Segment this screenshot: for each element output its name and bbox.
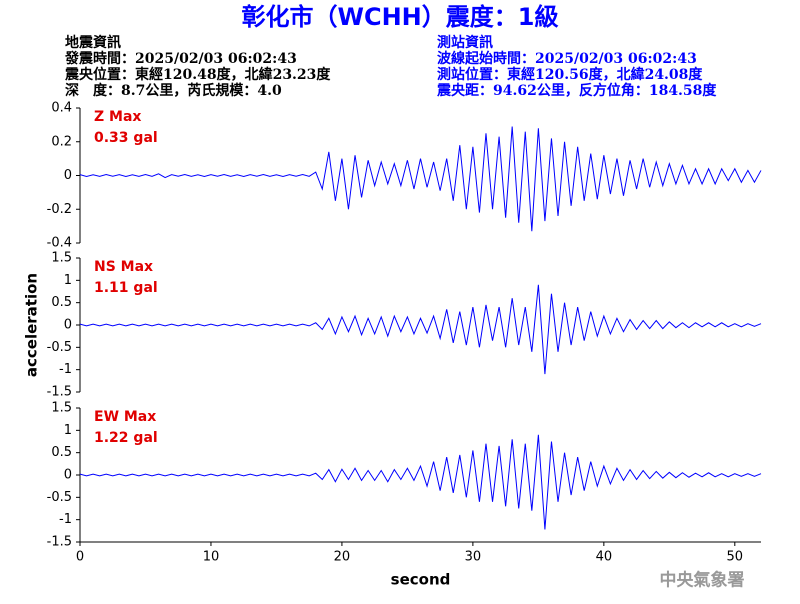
y-tick-label: -1.5 (47, 535, 72, 550)
x-tick-label: 40 (596, 550, 613, 565)
y-tick-label: 1 (64, 273, 72, 288)
y-tick-label: -1 (59, 512, 72, 527)
y-tick-label: 0.5 (51, 445, 72, 460)
y-tick-label: 1.5 (51, 251, 72, 266)
y-tick-label: -1 (59, 362, 72, 377)
panel-label: Z Max (94, 109, 141, 125)
info-line: 測站位置：東經120.56度，北緯24.08度 (437, 66, 703, 83)
max-label: 1.22 gal (94, 430, 158, 446)
info-line: 深 度：8.7公里，芮氏規模：4.0 (65, 82, 282, 99)
info-line: 震央距：94.62公里，反方位角：184.58度 (436, 82, 717, 99)
y-tick-label: 0.5 (51, 295, 72, 310)
waveform (79, 434, 762, 530)
y-tick-label: -0.5 (47, 340, 72, 355)
y-tick-label: -0.5 (47, 490, 72, 505)
footer: 中央氣象署 (660, 570, 745, 591)
y-tick-label: -0.4 (47, 236, 72, 251)
info-line: 震央位置：東經120.48度，北緯23.23度 (64, 66, 331, 83)
x-tick-label: 0 (76, 550, 84, 565)
info-line: 波線起始時間：2025/02/03 06:02:43 (437, 50, 697, 67)
x-tick-label: 20 (334, 550, 351, 565)
x-axis-label: second (391, 571, 451, 589)
waveform (79, 284, 762, 375)
y-tick-label: 0 (64, 168, 72, 183)
y-tick-label: 0.2 (51, 134, 72, 149)
x-tick-label: 10 (203, 550, 220, 565)
y-tick-label: 1 (64, 423, 72, 438)
y-tick-label: 0 (64, 468, 72, 483)
max-label: 1.11 gal (94, 280, 158, 296)
y-tick-label: -0.2 (47, 202, 72, 217)
info-line: 地震資訊 (65, 34, 121, 51)
y-tick-label: 0.4 (51, 101, 72, 116)
max-label: 0.33 gal (94, 130, 158, 146)
info-line: 測站資訊 (437, 34, 493, 51)
y-tick-label: 1.5 (51, 401, 72, 416)
panel-label: EW Max (94, 409, 156, 425)
x-tick-label: 30 (465, 550, 482, 565)
chart-title: 彰化市（WCHH）震度：1級 (242, 3, 559, 31)
panel-label: NS Max (94, 259, 153, 275)
x-tick-label: 50 (727, 550, 744, 565)
y-axis-label: acceleration (23, 273, 41, 377)
y-tick-label: -1.5 (47, 385, 72, 400)
waveform (79, 126, 762, 232)
y-tick-label: 0 (64, 318, 72, 333)
info-line: 發震時間：2025/02/03 06:02:43 (64, 50, 297, 67)
